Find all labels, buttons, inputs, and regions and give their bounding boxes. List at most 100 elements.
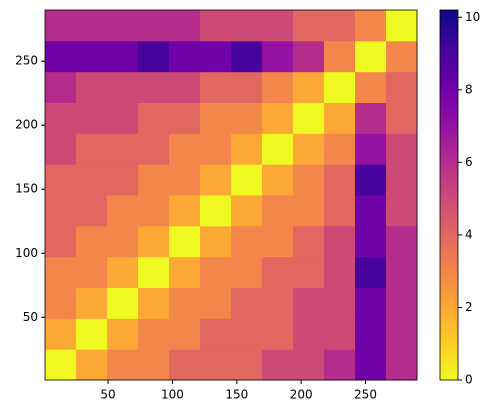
heatmap-cell [45,71,77,103]
heatmap-cell [200,349,232,381]
heatmap-cell [45,40,77,73]
heatmap-cell [138,225,170,258]
heatmap-cell [324,164,356,196]
heatmap-cell [169,10,201,42]
heatmap-cell [386,195,418,227]
heatmap-cell [169,40,201,73]
heatmap-cell [293,133,325,165]
heatmap-cell [262,256,294,288]
heatmap-cell [324,133,356,165]
heatmap-cell [386,256,418,288]
heatmap-cell [169,102,201,134]
heatmap-cell [355,102,387,134]
heatmap-cell [45,256,77,288]
heatmap-cell [45,195,77,227]
heatmap-cell [231,71,263,103]
heatmap-cell [169,349,201,381]
heatmap-cell [355,349,387,381]
heatmap-cell [231,287,263,319]
colorbar-tick-label: 6 [465,155,473,169]
y-tick-label: 100 [15,246,38,260]
heatmap-cell [293,71,325,103]
heatmap-cell [138,349,170,381]
heatmap-cell [324,225,356,258]
heatmap-cell [169,256,201,288]
heatmap-cell [262,195,294,227]
heatmap-cell [293,287,325,319]
heatmap-cell [138,102,170,134]
x-tick-label: 100 [161,388,184,402]
heatmap-cell [231,102,263,134]
heatmap-cell [107,195,139,227]
heatmap-cell [107,225,139,258]
heatmap-cell [386,164,418,196]
heatmap-cell [45,102,77,134]
heatmap-cell [386,10,418,42]
heatmap-cell [45,164,77,196]
heatmap-cell [231,164,263,196]
heatmap-cell [262,349,294,381]
heatmap-cell [107,256,139,288]
x-tick-label: 150 [225,388,248,402]
heatmap-cell [107,10,139,42]
heatmap-cell [262,102,294,134]
heatmap-cell [231,349,263,381]
heatmap-cell [138,40,170,73]
heatmap-cell [355,164,387,196]
heatmap-cell [355,10,387,42]
heatmap-cell [138,195,170,227]
heatmap-cell [76,164,108,196]
heatmap-cell [386,287,418,319]
colorbar-tick-label: 0 [465,373,473,387]
heatmap-cell [262,133,294,165]
heatmap-cell [293,349,325,381]
colorbar-tick-label: 10 [465,10,480,24]
y-tick-label: 200 [15,118,38,132]
heatmap-cell [231,133,263,165]
heatmap-cell [293,225,325,258]
heatmap-cell [355,195,387,227]
heatmap-cell [107,318,139,350]
heatmap-cell [324,10,356,42]
heatmap-cell [169,195,201,227]
heatmap-cell [293,318,325,350]
heatmap-cell [262,318,294,350]
colorbar-tick-label: 8 [465,82,473,96]
heatmap-cell [200,40,232,73]
heatmap-cell [324,318,356,350]
heatmap-cell [200,318,232,350]
heatmap-cell [324,287,356,319]
heatmap-cell [107,71,139,103]
colorbar [439,9,459,381]
heatmap-cell [324,71,356,103]
heatmap-cell [200,10,232,42]
heatmap-cell [355,133,387,165]
heatmap-cell [138,10,170,42]
heatmap-cell [324,102,356,134]
heatmap-cell [76,195,108,227]
heatmap-cell [76,40,108,73]
heatmap-cell [355,287,387,319]
heatmap-cell [107,349,139,381]
heatmap-cell [45,287,77,319]
heatmap-cell [231,318,263,350]
heatmap-cell [386,102,418,134]
heatmap-cell [200,287,232,319]
heatmap-cell [293,102,325,134]
heatmap-cell [76,102,108,134]
heatmap-cell [200,133,232,165]
heatmap-cell [293,256,325,288]
heatmap-cell [262,40,294,73]
heatmap-cell [200,256,232,288]
heatmap-cell [138,164,170,196]
heatmap-cell [76,10,108,42]
heatmap-cell [231,195,263,227]
heatmap-cell [138,318,170,350]
heatmap-cell [231,10,263,42]
heatmap-cell [45,10,77,42]
heatmap-cell [138,256,170,288]
heatmap-cell [262,164,294,196]
heatmap-cell [262,225,294,258]
heatmap-cell [386,349,418,381]
